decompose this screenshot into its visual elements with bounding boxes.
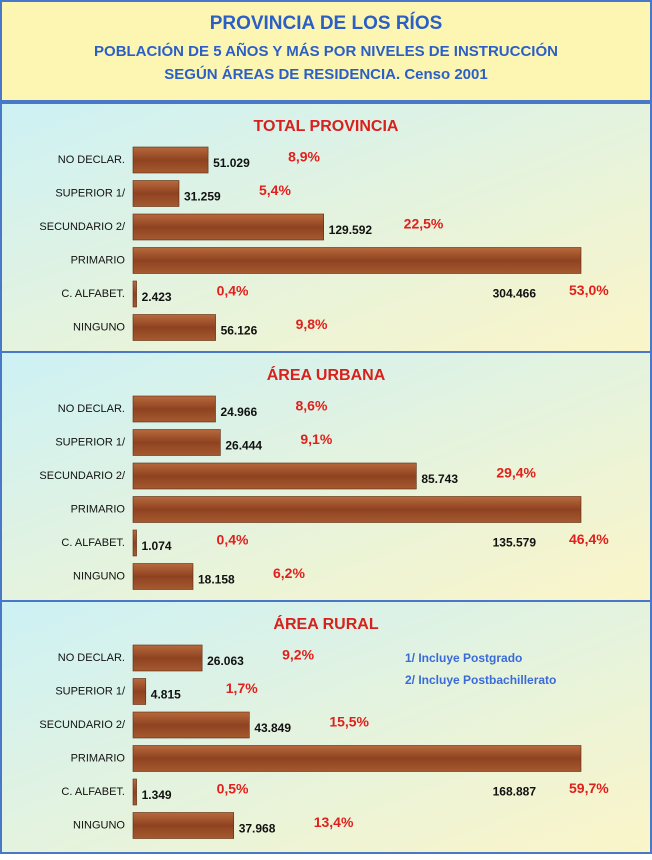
- category-label: SECUNDARIO 2/: [39, 221, 126, 233]
- category-label: PRIMARIO: [71, 254, 126, 266]
- bar: [132, 563, 194, 590]
- bar: [132, 314, 216, 341]
- value-label: 129.592: [329, 223, 373, 237]
- percent-label: 9,1%: [300, 431, 332, 447]
- note: 2/ Incluye Postbachillerato: [405, 673, 556, 687]
- percent-label: 15,5%: [329, 714, 369, 730]
- category-label: C. ALFABET.: [61, 537, 125, 549]
- percent-label: 13,4%: [314, 814, 354, 830]
- value-label: 18.158: [198, 573, 235, 587]
- percent-label: 59,7%: [569, 780, 609, 796]
- value-label: 1.349: [142, 788, 172, 802]
- category-label: PRIMARIO: [71, 503, 126, 515]
- panel-title: ÁREA URBANA: [267, 365, 386, 384]
- panel-title: ÁREA RURAL: [273, 614, 378, 633]
- category-label: NINGUNO: [73, 570, 125, 582]
- bar: [132, 213, 324, 241]
- value-label: 26.444: [225, 439, 262, 453]
- percent-label: 0,5%: [217, 781, 249, 797]
- category-label: PRIMARIO: [71, 752, 126, 764]
- value-label: 4.815: [151, 688, 181, 702]
- value-label: 31.259: [184, 190, 221, 204]
- category-label: SECUNDARIO 2/: [39, 470, 126, 482]
- panel-title: TOTAL PROVINCIA: [254, 118, 399, 135]
- bar: [132, 146, 209, 174]
- category-label: C. ALFABET.: [61, 288, 125, 300]
- value-label: 37.968: [239, 822, 276, 836]
- bar: [132, 462, 417, 490]
- value-label: 51.029: [213, 156, 250, 170]
- bar: [132, 778, 137, 806]
- category-label: NO DECLAR.: [58, 154, 125, 166]
- value-label: 2.423: [142, 290, 172, 304]
- panel: [0, 600, 652, 854]
- value-label: 85.743: [421, 472, 458, 486]
- panels: TOTAL PROVINCIA NO DECLAR. 51.029 8,9% SUPER…: [0, 102, 652, 854]
- bar: [132, 644, 203, 672]
- subtitle: SEGÚN ÁREAS DE RESIDENCIA. Censo 2001: [164, 65, 487, 83]
- percent-label: 29,4%: [496, 465, 536, 481]
- percent-label: 5,4%: [259, 182, 291, 198]
- category-label: SUPERIOR 1/: [55, 187, 126, 199]
- bar: [132, 395, 216, 423]
- subtitle: POBLACIÓN DE 5 AÑOS Y MÁS POR NIVELES DE…: [94, 42, 558, 60]
- percent-label: 22,5%: [404, 216, 444, 232]
- percent-label: 8,9%: [288, 149, 320, 165]
- bar: [132, 812, 235, 839]
- percent-label: 53,0%: [569, 282, 609, 298]
- percent-label: 0,4%: [217, 283, 249, 299]
- percent-label: 46,4%: [569, 531, 609, 547]
- category-label: NO DECLAR.: [58, 652, 125, 664]
- category-label: SECUNDARIO 2/: [39, 719, 126, 731]
- value-label: 1.074: [142, 539, 172, 553]
- value-label: 304.466: [493, 287, 537, 301]
- percent-label: 6,2%: [273, 565, 305, 581]
- category-label: SUPERIOR 1/: [55, 436, 126, 448]
- bar: [132, 711, 250, 739]
- category-label: NINGUNO: [73, 819, 125, 831]
- value-label: 43.849: [254, 721, 291, 735]
- bar: [132, 496, 582, 523]
- note: 1/ Incluye Postgrado: [405, 651, 522, 665]
- value-label: 26.063: [207, 654, 244, 668]
- category-label: SUPERIOR 1/: [55, 685, 126, 697]
- percent-label: 9,2%: [282, 647, 314, 663]
- bar: [132, 529, 137, 557]
- value-label: 168.887: [493, 785, 537, 799]
- category-label: NO DECLAR.: [58, 403, 125, 415]
- value-label: 56.126: [221, 324, 258, 338]
- percent-label: 8,6%: [295, 398, 327, 414]
- category-label: C. ALFABET.: [61, 786, 125, 798]
- percent-label: 0,4%: [217, 532, 249, 548]
- bar: [132, 745, 582, 772]
- percent-label: 9,8%: [296, 316, 328, 332]
- bar: [132, 429, 221, 456]
- category-label: NINGUNO: [73, 321, 125, 333]
- value-label: 135.579: [493, 536, 537, 550]
- header-box: [0, 0, 652, 102]
- bar: [132, 280, 137, 308]
- value-label: 24.966: [220, 405, 257, 419]
- bar: [132, 247, 582, 274]
- title: PROVINCIA DE LOS RÍOS: [210, 12, 443, 34]
- bar: [132, 678, 147, 705]
- panel: [0, 102, 652, 353]
- bar: [132, 180, 180, 207]
- percent-label: 1,7%: [226, 680, 258, 696]
